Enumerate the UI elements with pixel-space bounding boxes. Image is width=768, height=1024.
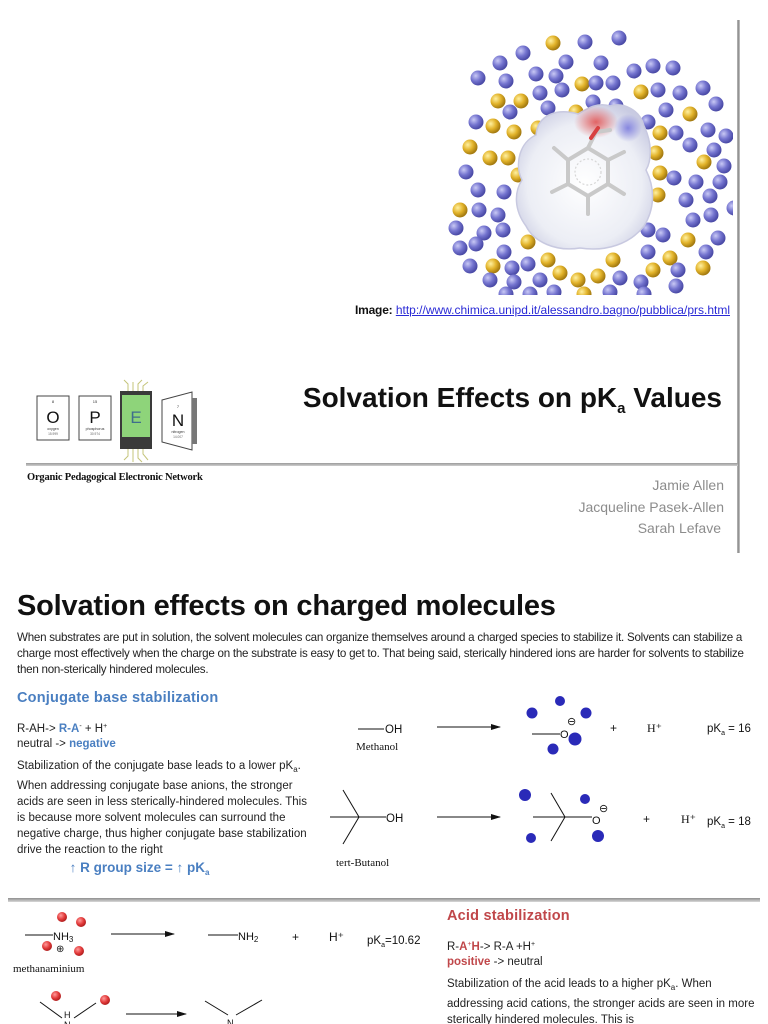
title-divider	[26, 463, 738, 466]
svg-text:H: H	[64, 1010, 71, 1020]
methanaminium-reaction: NH3 ⊕ methanaminium NH2 + H⁺ pKa=10.62	[13, 912, 420, 975]
svg-text:E: E	[130, 408, 141, 427]
conjugate-base-description: Stabilization of the conjugate base lead…	[17, 760, 307, 856]
image-credit: Image: http://www.chimica.unipd.it/aless…	[355, 303, 730, 317]
svg-text:Methanol: Methanol	[356, 741, 398, 753]
svg-text:⊖: ⊖	[567, 716, 576, 728]
svg-text:N: N	[64, 1020, 71, 1024]
intro-paragraph: When substrates are put in solution, the…	[17, 631, 744, 676]
svg-text:NH2: NH2	[238, 931, 259, 944]
author: Jamie Allen	[652, 477, 724, 493]
slide-border	[737, 20, 740, 553]
conjugate-base-section: Conjugate base stabilization R-AH-> R-A-…	[17, 690, 317, 877]
svg-text:methanaminium: methanaminium	[13, 963, 85, 975]
svg-text:N: N	[172, 411, 184, 430]
svg-text:pKa = 18: pKa = 18	[707, 816, 751, 830]
svg-text:OH: OH	[386, 813, 403, 825]
acid-equation: R-A+H-> R-A +H+ positive -> neutral	[447, 941, 543, 968]
author: Sarah Lefave	[637, 520, 721, 536]
svg-text:30.974: 30.974	[90, 432, 100, 436]
svg-text:tert-Butanol: tert-Butanol	[336, 857, 389, 869]
author-list: Jamie Allen Jacqueline Pasek-Allen Sarah…	[578, 475, 724, 540]
acid-description: Stabilization of the acid leads to a hig…	[447, 978, 755, 1024]
logo-tile-nitrogen: 7 N nitrogen 14.007	[161, 391, 197, 451]
r-group-rule: ↑ R group size = ↑ pKa	[69, 860, 210, 877]
open-logo: 8 O oxygen 15.999 15 P phosphorus 30.974…	[36, 379, 197, 463]
svg-text:pKa=10.62: pKa=10.62	[367, 935, 420, 949]
svg-text:H⁺: H⁺	[681, 812, 696, 826]
svg-text:⊖: ⊖	[599, 803, 608, 815]
svg-text:15.999: 15.999	[48, 432, 58, 436]
svg-text:P: P	[89, 408, 100, 427]
tert-butanol-reaction: OH tert-Butanol O ⊖ + H⁺ pKa = 18	[330, 789, 751, 869]
svg-text:14.007: 14.007	[173, 435, 183, 439]
svg-text:15: 15	[93, 399, 98, 404]
logo-tile-phosphorus: 15 P phosphorus 30.974	[78, 395, 112, 441]
svg-text:7: 7	[177, 404, 180, 409]
svg-text:pKa = 16: pKa = 16	[707, 723, 751, 737]
svg-text:+: +	[292, 930, 299, 944]
svg-text:nitrogen: nitrogen	[172, 430, 185, 434]
image-credit-label: Image:	[354, 303, 393, 317]
content-slide: Solvation effects on charged molecules W…	[0, 590, 768, 1024]
image-source-link[interactable]: http://www.chimica.unipd.it/alessandro.b…	[395, 303, 730, 317]
svg-text:phosphorus: phosphorus	[86, 427, 105, 431]
logo-chip-e	[123, 379, 149, 463]
section-title: Solvation effects on charged molecules	[17, 590, 556, 622]
title-slide: Image: http://www.chimica.unipd.it/aless…	[26, 20, 740, 553]
author: Jacqueline Pasek-Allen	[578, 498, 724, 515]
conjugate-base-equation: R-AH-> R-A- + H+ neutral -> negative	[17, 723, 116, 750]
svg-text:H⁺: H⁺	[329, 930, 344, 944]
svg-text:NH3: NH3	[53, 931, 74, 944]
dimethylammonium-reaction: H N N	[39, 991, 263, 1024]
svg-text:oxygen: oxygen	[47, 427, 59, 431]
svg-text:⊕: ⊕	[56, 944, 64, 955]
svg-text:N: N	[227, 1018, 234, 1024]
slide-title: Solvation Effects on pKa Values	[302, 382, 722, 417]
conjugate-base-heading: Conjugate base stabilization	[17, 690, 219, 706]
svg-text:OH: OH	[385, 724, 402, 736]
svg-text:+: +	[643, 812, 650, 826]
organization-name: Organic Pedagogical Electronic Network	[27, 472, 203, 483]
svg-text:O: O	[46, 408, 59, 427]
methanol-reaction: OH Methanol O ⊖ + H⁺ pKa = 16	[356, 696, 751, 755]
solvation-illustration	[448, 30, 733, 295]
svg-text:O: O	[560, 729, 569, 741]
svg-text:H⁺: H⁺	[647, 721, 662, 735]
section-divider	[8, 898, 760, 902]
logo-tile-oxygen: 8 O oxygen 15.999	[36, 395, 70, 441]
svg-text:O: O	[592, 815, 601, 827]
acid-heading: Acid stabilization	[447, 908, 570, 924]
acid-section: Acid stabilization R-A+H-> R-A +H+ posit…	[447, 908, 762, 1024]
svg-text:+: +	[610, 721, 617, 735]
svg-text:8: 8	[52, 399, 55, 404]
